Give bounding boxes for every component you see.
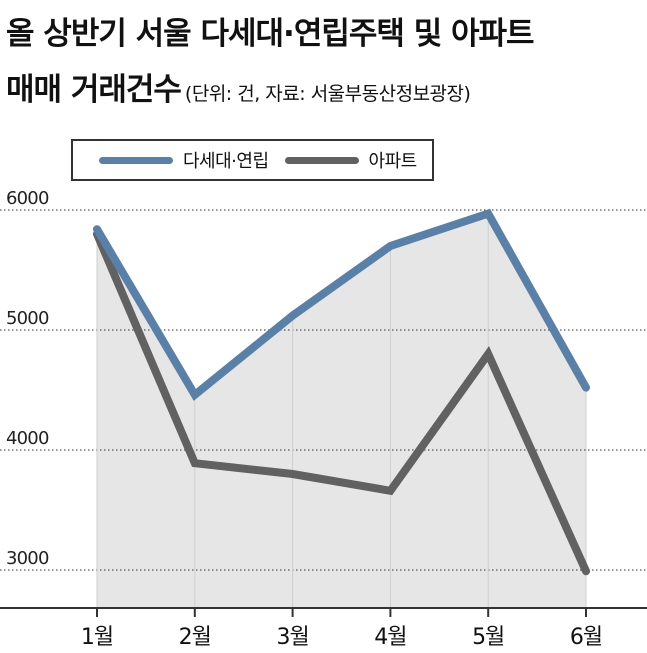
legend-swatch-apartment xyxy=(284,156,359,164)
legend-item-villa: 다세대·연립 xyxy=(73,147,269,173)
x-tick-label-3: 3월 xyxy=(276,625,308,650)
chart-legend: 다세대·연립 아파트 xyxy=(71,139,434,181)
legend-item-apartment: 아파트 xyxy=(269,147,417,173)
x-tick-labels: 1월 2월 3월 4월 5월 6월 xyxy=(81,625,603,650)
area-fill xyxy=(97,213,586,608)
y-tick-label-4000: 4000 xyxy=(6,428,49,449)
chart-unit-source-note: (단위: 건, 자료: 서울부동산정보광장) xyxy=(184,83,471,105)
chart-title-line2: 매매 거래건수 (단위: 건, 자료: 서울부동산정보광장) xyxy=(6,70,471,115)
legend-swatch-villa xyxy=(99,156,173,164)
x-tick-label-2: 2월 xyxy=(179,625,211,650)
x-tick-label-1: 1월 xyxy=(81,625,113,650)
y-tick-labels: 6000 5000 4000 3000 xyxy=(6,188,50,569)
x-tick-label-6: 6월 xyxy=(570,625,602,650)
area-fill-layer xyxy=(97,213,586,608)
series-line-villa xyxy=(93,208,590,401)
chart-title-main: 매매 거래건수 xyxy=(6,72,182,108)
y-tick-label-6000: 6000 xyxy=(6,188,49,209)
legend-label-villa: 다세대·연립 xyxy=(183,151,269,172)
y-tick-label-5000: 5000 xyxy=(6,308,49,329)
x-tick-label-5: 5월 xyxy=(472,625,504,650)
series-lines-layer xyxy=(93,208,590,576)
legend-label-apartment: 아파트 xyxy=(368,151,418,172)
chart-title: 올 상반기 서울 다세대·연립주택 및 아파트 xyxy=(6,16,535,52)
series-line-apartment xyxy=(93,230,590,576)
x-tick-label-4: 4월 xyxy=(374,625,406,650)
x-axis xyxy=(0,607,647,617)
y-tick-label-3000: 3000 xyxy=(6,548,49,569)
